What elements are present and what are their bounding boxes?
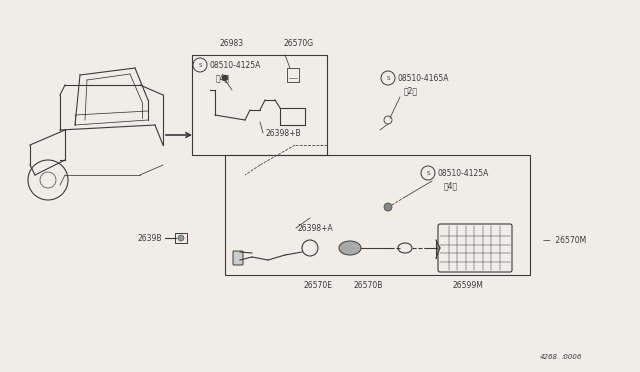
Circle shape <box>178 235 184 241</box>
Text: （4）: （4） <box>444 182 458 190</box>
Circle shape <box>222 75 228 81</box>
Text: S: S <box>198 62 202 67</box>
Text: 26570G: 26570G <box>284 39 314 48</box>
Text: 08510-4125A: 08510-4125A <box>438 169 490 177</box>
Text: :0006: :0006 <box>562 354 582 360</box>
Text: （2）: （2） <box>404 87 418 96</box>
Text: 08510-4165A: 08510-4165A <box>398 74 449 83</box>
Circle shape <box>384 203 392 211</box>
Bar <box>287 68 299 82</box>
Text: S: S <box>387 76 390 80</box>
Text: 08510-4125A: 08510-4125A <box>210 61 261 70</box>
FancyBboxPatch shape <box>233 251 243 265</box>
Bar <box>225 155 530 275</box>
Text: 26599M: 26599M <box>452 281 483 290</box>
Text: 4268: 4268 <box>540 354 558 360</box>
Text: S: S <box>426 170 429 176</box>
Text: 26398+A: 26398+A <box>298 224 333 232</box>
Text: 2639B: 2639B <box>137 234 161 243</box>
Text: 26983: 26983 <box>220 39 244 48</box>
Ellipse shape <box>339 241 361 255</box>
Bar <box>175 233 187 243</box>
Text: （4）: （4） <box>216 74 230 83</box>
Bar <box>192 55 327 155</box>
Text: 26398+B: 26398+B <box>265 128 301 138</box>
Text: —  26570M: — 26570M <box>543 235 586 244</box>
Text: 26570B: 26570B <box>353 281 383 290</box>
Text: 26570E: 26570E <box>303 281 333 290</box>
